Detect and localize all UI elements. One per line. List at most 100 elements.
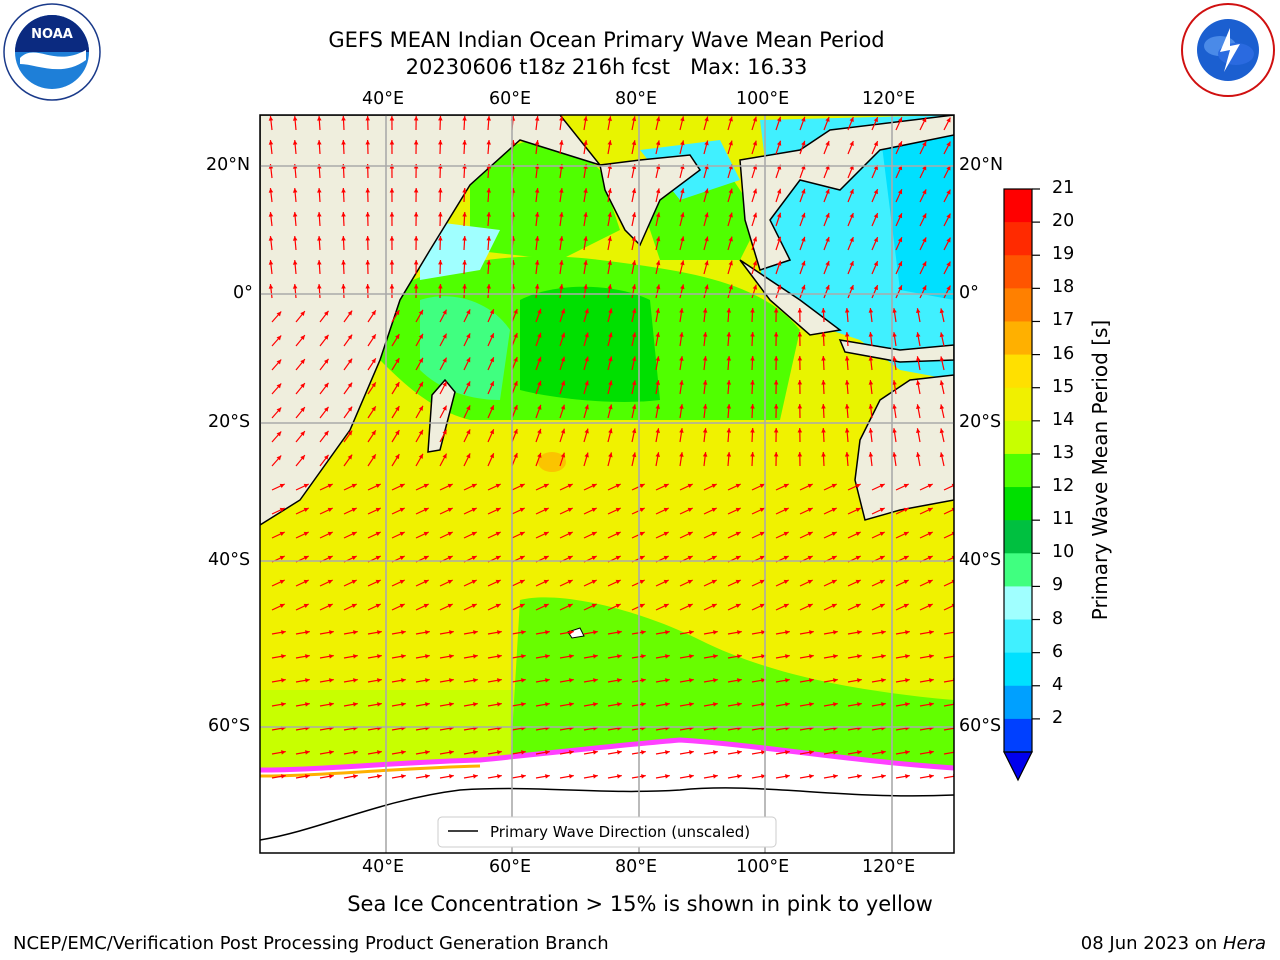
wave-arrow-head [591,531,597,537]
wave-arrow-head [713,678,718,683]
wave-arrow-head [857,702,862,707]
wave-arrow-head [425,750,430,755]
wave-arrow-head [946,213,951,219]
wave-arrow-head [567,507,573,513]
wave-arrow-head [438,284,443,289]
wave-arrow-head [737,654,742,659]
wave-arrow-head [916,356,921,362]
wave-arrow-head [607,188,612,194]
colorbar-segment [1004,354,1032,389]
wave-arrow-head [377,678,382,683]
wave-arrow-head [704,140,709,146]
wave-arrow-head [785,750,790,755]
land-java [838,339,954,363]
wave-arrow-head [752,188,758,194]
wave-arrow-head [497,654,502,659]
credit-date: 08 Jun 2023 on [1080,933,1223,954]
nws-logo [1181,3,1275,97]
wave-arrow-head [873,261,878,267]
wave-arrow-head [399,531,405,537]
wave-arrow-head [773,404,779,409]
wave-arrow-head [631,188,637,194]
wave-arrow-head [857,678,862,683]
wave-arrow-head [773,356,779,361]
wave-arrow-head [545,678,550,683]
wave-arrow-head [833,750,838,755]
wave-arrow-head [276,311,282,317]
sea-ice-edge [260,737,954,773]
wave-arrow-head [879,603,885,609]
wave-arrow-head [879,579,885,585]
wave-arrow-head [735,603,741,609]
wave-arrow-head [759,531,765,537]
wave-arrow-head [425,702,430,707]
wave-arrow-head [905,630,910,635]
wave-arrow-head [353,750,358,755]
wave-arrow-head [584,404,589,410]
wave-arrow-head [365,140,371,145]
wave-arrow-head [537,452,542,458]
wave-arrow-head [545,750,550,755]
wave-arrow-head [449,702,454,707]
wave-arrow-head [423,579,429,585]
wave-arrow-head [537,308,542,314]
wave-arrow-head [537,404,542,410]
wave-arrow-head [305,774,310,779]
lon-tick-top-80: 80°E [615,89,658,109]
wave-arrow-head [615,555,621,561]
wave-arrow-head [473,750,478,755]
wave-arrow-head [750,452,755,457]
wave-arrow-head [399,603,405,609]
wave-arrow-head [607,260,612,266]
wave-arrow-head [750,380,755,385]
wave-arrow-head [371,382,376,388]
colorbar-segments [1004,189,1032,753]
wave-arrow-head [341,188,346,193]
wave-arrow-head [473,630,478,635]
colorbar-segment [1004,453,1032,488]
wave-arrow-head [401,654,406,659]
wave-arrow-head [679,404,684,409]
wave-arrow-head [844,428,850,433]
wave-arrow-head [809,630,814,635]
wave-arrow-head [639,555,645,561]
wave-arrow-head [735,579,741,585]
wave-arrow-head [292,260,298,265]
wave-arrow-head [341,284,346,289]
wave-arrow-head [519,603,525,609]
colorbar [1003,188,1040,782]
wave-arrow-head [466,357,471,363]
wave-arrow-head [560,452,566,458]
wave-arrow-head [534,212,540,217]
wave-arrow-head [317,140,322,145]
wave-arrow-head [371,406,376,412]
wave-arrow-head [750,332,755,337]
wave-arrow-head [519,483,525,489]
wave-arrow-head [608,428,613,434]
wave-arrow-head [821,380,826,385]
wave-arrow-head [543,483,549,489]
wave-arrow-head [821,428,826,433]
wave-arrow-head [371,358,376,364]
wave-arrow-head [497,630,502,635]
wave-arrow-head [341,212,346,217]
wave-arrow-head [711,531,717,537]
wave-arrow-head [641,678,646,683]
lat-tick-right-40s: 40°S [959,550,1002,570]
wave-arrow-head [323,406,329,412]
wave-arrow-head [351,483,357,489]
wave-arrow-head [281,774,286,779]
wave-arrow-head [353,678,358,683]
wave-arrow-head [449,750,454,755]
wave-arrow-head [276,431,282,437]
wave-arrow-head [903,555,909,561]
wave-arrow-head [801,212,806,218]
wave-arrow-head [797,428,803,433]
wave-arrow-head [513,333,518,339]
wave-arrow-head [773,308,779,313]
wave-arrow-head [534,188,540,193]
wave-arrow-head [776,116,782,122]
wave-arrow-head [631,260,637,266]
wave-arrow-head [495,531,501,537]
wave-arrow-head [425,630,430,635]
